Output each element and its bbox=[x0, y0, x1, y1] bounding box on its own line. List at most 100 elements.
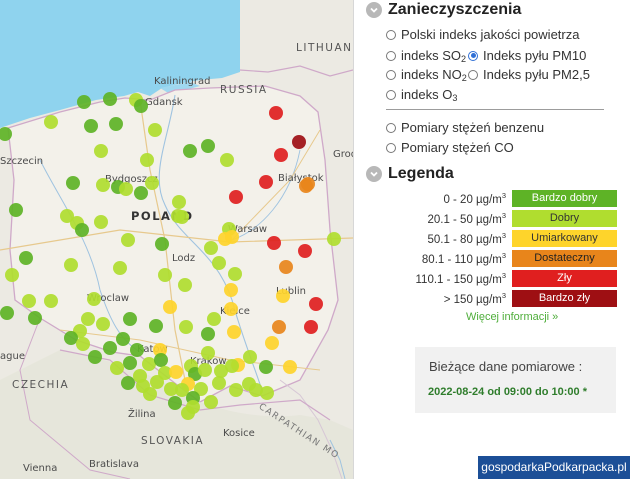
station-marker[interactable] bbox=[178, 278, 192, 292]
station-marker[interactable] bbox=[148, 123, 162, 137]
station-marker[interactable] bbox=[204, 241, 218, 255]
station-marker[interactable] bbox=[75, 223, 89, 237]
station-marker[interactable] bbox=[44, 115, 58, 129]
air-quality-map[interactable]: LITHUAN RUSSIA Kaliningrad Gdansk Szczec… bbox=[0, 0, 353, 479]
station-marker[interactable] bbox=[87, 292, 101, 306]
station-marker[interactable] bbox=[5, 268, 19, 282]
station-marker[interactable] bbox=[143, 387, 157, 401]
radio-o3[interactable] bbox=[386, 90, 396, 100]
station-marker[interactable] bbox=[224, 302, 238, 316]
station-marker[interactable] bbox=[76, 337, 90, 351]
station-marker[interactable] bbox=[212, 256, 226, 270]
station-marker[interactable] bbox=[249, 383, 263, 397]
radio-co[interactable] bbox=[386, 142, 396, 153]
station-marker[interactable] bbox=[145, 176, 159, 190]
station-marker[interactable] bbox=[259, 175, 273, 189]
station-marker[interactable] bbox=[276, 289, 290, 303]
station-marker[interactable] bbox=[243, 350, 257, 364]
option-polish-index[interactable]: Polski indeks jakości powietrza bbox=[386, 27, 579, 42]
station-marker[interactable] bbox=[110, 361, 124, 375]
station-marker[interactable] bbox=[19, 251, 33, 265]
station-marker[interactable] bbox=[150, 375, 164, 389]
station-marker[interactable] bbox=[64, 258, 78, 272]
station-marker[interactable] bbox=[267, 236, 281, 250]
station-marker[interactable] bbox=[96, 317, 110, 331]
station-marker[interactable] bbox=[140, 153, 154, 167]
station-marker[interactable] bbox=[229, 383, 243, 397]
option-co[interactable]: Pomiary stężeń CO bbox=[386, 140, 514, 155]
station-marker[interactable] bbox=[283, 360, 297, 374]
station-marker[interactable] bbox=[121, 233, 135, 247]
more-info-link[interactable]: Więcej informacji » bbox=[466, 311, 559, 323]
station-marker[interactable] bbox=[224, 283, 238, 297]
option-o3[interactable]: indeks O3 bbox=[386, 87, 457, 103]
station-marker[interactable] bbox=[149, 319, 163, 333]
station-marker[interactable] bbox=[183, 144, 197, 158]
station-marker[interactable] bbox=[227, 325, 241, 339]
station-marker[interactable] bbox=[229, 190, 243, 204]
station-marker[interactable] bbox=[116, 332, 130, 346]
station-marker[interactable] bbox=[214, 364, 228, 378]
station-marker[interactable] bbox=[9, 203, 23, 217]
station-marker[interactable] bbox=[260, 386, 274, 400]
station-marker[interactable] bbox=[130, 343, 144, 357]
station-marker[interactable] bbox=[279, 260, 293, 274]
station-marker[interactable] bbox=[119, 182, 133, 196]
station-marker[interactable] bbox=[0, 306, 14, 320]
station-marker[interactable] bbox=[225, 230, 239, 244]
station-marker[interactable] bbox=[292, 135, 306, 149]
station-marker[interactable] bbox=[220, 153, 234, 167]
station-marker[interactable] bbox=[207, 312, 221, 326]
station-marker[interactable] bbox=[44, 294, 58, 308]
station-marker[interactable] bbox=[204, 395, 218, 409]
station-marker[interactable] bbox=[64, 331, 78, 345]
option-so2[interactable]: indeks SO2 bbox=[386, 48, 466, 64]
station-marker[interactable] bbox=[274, 148, 288, 162]
station-marker[interactable] bbox=[28, 311, 42, 325]
radio-polish-index[interactable] bbox=[386, 29, 396, 40]
station-marker[interactable] bbox=[94, 144, 108, 158]
station-marker[interactable] bbox=[228, 267, 242, 281]
radio-so2[interactable] bbox=[386, 51, 396, 61]
station-marker[interactable] bbox=[172, 195, 186, 209]
station-marker[interactable] bbox=[103, 341, 117, 355]
station-marker[interactable] bbox=[88, 350, 102, 364]
station-marker[interactable] bbox=[84, 119, 98, 133]
radio-no2[interactable] bbox=[386, 70, 396, 80]
station-marker[interactable] bbox=[96, 178, 110, 192]
station-marker[interactable] bbox=[272, 320, 286, 334]
station-marker[interactable] bbox=[168, 396, 182, 410]
radio-benzene[interactable] bbox=[386, 122, 396, 133]
station-marker[interactable] bbox=[77, 95, 91, 109]
station-marker[interactable] bbox=[259, 360, 273, 374]
station-marker[interactable] bbox=[0, 127, 12, 141]
option-benzene[interactable]: Pomiary stężeń benzenu bbox=[386, 120, 544, 135]
station-marker[interactable] bbox=[94, 215, 108, 229]
radio-pm10[interactable] bbox=[468, 50, 478, 61]
station-marker[interactable] bbox=[201, 327, 215, 341]
station-marker[interactable] bbox=[155, 237, 169, 251]
station-marker[interactable] bbox=[301, 177, 315, 191]
station-marker[interactable] bbox=[212, 376, 226, 390]
option-pm10[interactable]: Indeks pyłu PM10 bbox=[468, 48, 586, 63]
station-marker[interactable] bbox=[164, 382, 178, 396]
station-marker[interactable] bbox=[269, 106, 283, 120]
station-marker[interactable] bbox=[134, 186, 148, 200]
station-marker[interactable] bbox=[109, 117, 123, 131]
station-marker[interactable] bbox=[198, 363, 212, 377]
station-marker[interactable] bbox=[309, 297, 323, 311]
station-marker[interactable] bbox=[103, 92, 117, 106]
station-marker[interactable] bbox=[22, 294, 36, 308]
station-marker[interactable] bbox=[171, 209, 185, 223]
station-marker[interactable] bbox=[123, 312, 137, 326]
station-marker[interactable] bbox=[327, 232, 341, 246]
option-no2[interactable]: indeks NO2 bbox=[386, 67, 467, 83]
option-pm25[interactable]: Indeks pyłu PM2,5 bbox=[468, 67, 590, 82]
station-marker[interactable] bbox=[81, 312, 95, 326]
station-marker[interactable] bbox=[298, 244, 312, 258]
legend-section-toggle[interactable]: Legenda bbox=[366, 165, 454, 183]
station-marker[interactable] bbox=[134, 99, 148, 113]
pollution-section-toggle[interactable]: Zanieczyszczenia bbox=[366, 1, 521, 19]
station-marker[interactable] bbox=[175, 383, 189, 397]
station-marker[interactable] bbox=[201, 139, 215, 153]
